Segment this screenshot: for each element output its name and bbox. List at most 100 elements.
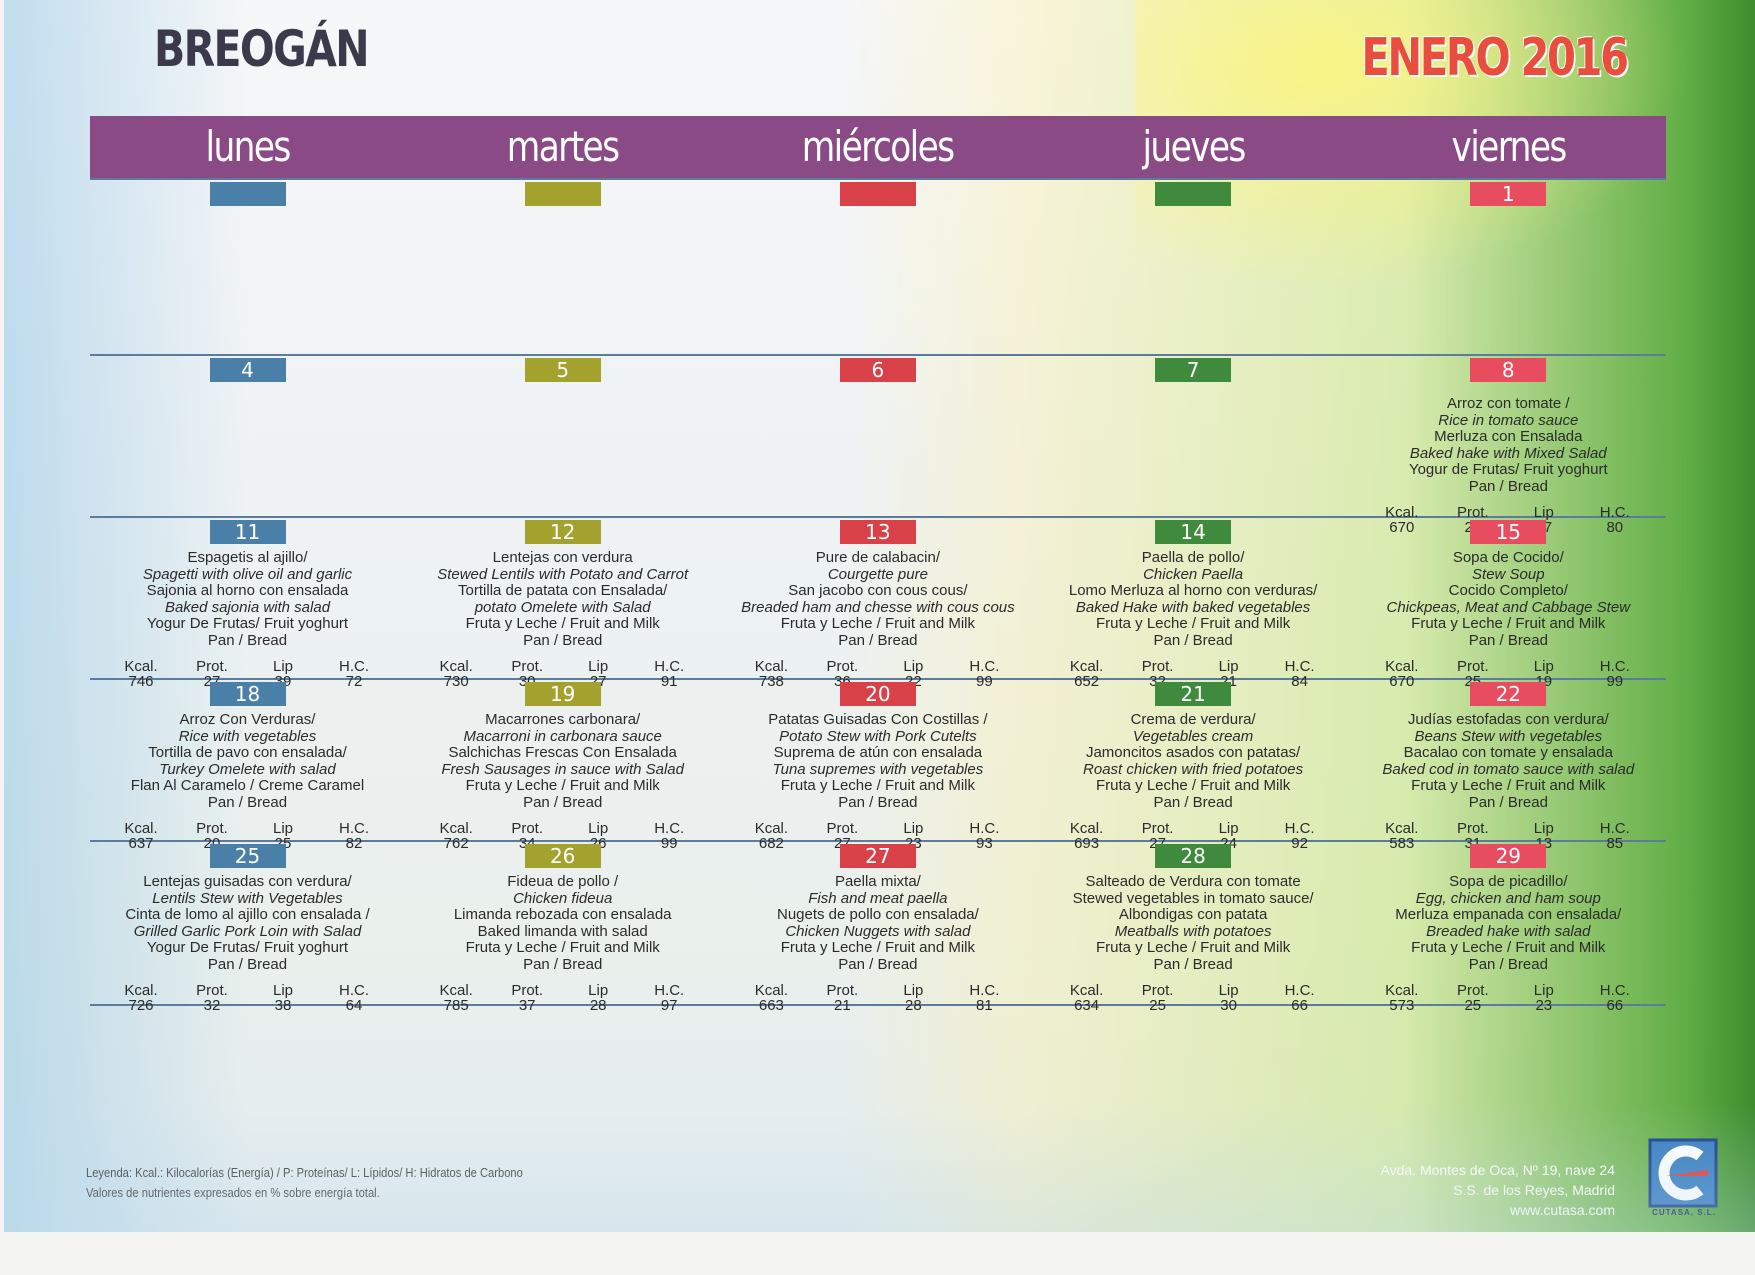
weekday-header: lunes martes miércoles jueves viernes bbox=[90, 116, 1666, 178]
nutrient-kcal: Kcal. 663 bbox=[740, 983, 802, 1013]
nutrient-value: 66 bbox=[1291, 996, 1308, 1014]
menu-line: Patatas Guisadas Con Costillas / bbox=[768, 711, 988, 728]
day-number-tab: 25 bbox=[209, 844, 286, 868]
nutrient-hc: H.C. 99 bbox=[953, 659, 1015, 689]
nutrient-label: Kcal. bbox=[124, 981, 158, 999]
menu-list: Lentejas guisadas con verdura/Lentils St… bbox=[90, 873, 405, 974]
menu-line: Baked sajonia with salad bbox=[164, 598, 331, 616]
nutrient-label: Lip bbox=[272, 819, 294, 837]
nutrient-label: Prot. bbox=[826, 981, 859, 999]
nutrient-hc: H.C. 64 bbox=[323, 983, 385, 1013]
nutrient-label: Kcal. bbox=[1385, 819, 1419, 837]
nutrient-prot: Prot.25 bbox=[1442, 983, 1504, 1013]
menu-line: Paella de pollo/ bbox=[1141, 549, 1245, 566]
nutrient-label: Prot. bbox=[1141, 981, 1174, 999]
nutrient-label: H.C. bbox=[1284, 657, 1315, 675]
day-cell: 27 Paella mixta/Fish and meat paella Nuget… bbox=[720, 844, 1035, 1013]
nutrient-value: 30 bbox=[1220, 996, 1237, 1014]
menu-line: Stew Soup bbox=[1472, 565, 1545, 583]
address-line-1: Avda. Montes de Oca, Nº 19, nave 24 bbox=[1380, 1162, 1615, 1178]
nutrient-prot: Prot.32 bbox=[181, 983, 243, 1013]
nutrient-label: Lip bbox=[1533, 657, 1554, 675]
day-number-tab: 11 bbox=[209, 520, 286, 544]
menu-line: Pan / Bread bbox=[207, 631, 288, 649]
menu-line: Pan / Bread bbox=[207, 955, 288, 973]
nutrient-kcal: Kcal. 652 bbox=[1056, 659, 1118, 689]
nutrient-hc: H.C. 97 bbox=[638, 983, 700, 1013]
cutasa-logo-icon bbox=[1648, 1138, 1718, 1208]
day-number-tab: 7 bbox=[1155, 358, 1232, 382]
menu-line: Yogur de Frutas/ Fruit yoghurt bbox=[1408, 461, 1608, 479]
nutrient-value: 25 bbox=[1149, 996, 1166, 1014]
menu-line: Tortilla de pavo con ensalada/ bbox=[148, 744, 347, 762]
menu-line: Macarrones carbonara/ bbox=[485, 711, 641, 728]
nutrient-label: Kcal. bbox=[439, 657, 473, 675]
nutrient-label: Prot. bbox=[511, 981, 544, 999]
day-cell: 28 Salteado de Verdura con tomate Stewed v… bbox=[1036, 844, 1351, 1013]
menu-line: Pan / Bread bbox=[1153, 793, 1233, 811]
day-cell: 1 bbox=[1351, 182, 1666, 206]
day-number-tab: 5 bbox=[524, 358, 601, 382]
day-number-tab: 19 bbox=[524, 682, 601, 706]
menu-line: Baked hake with Mixed Salad bbox=[1409, 444, 1607, 462]
day-number-tab: 12 bbox=[524, 520, 601, 544]
menu-line: Salteado de Verdura con tomate bbox=[1085, 873, 1301, 890]
nutrient-label: Kcal. bbox=[1069, 981, 1104, 999]
menu-line: Baked limanda with salad bbox=[477, 922, 648, 940]
row-divider bbox=[90, 178, 1666, 180]
menu-list: Espagetis al ajillo/Spagetti with olive … bbox=[90, 549, 405, 650]
nutrient-kcal: Kcal. 637 bbox=[110, 821, 172, 851]
menu-line: San jacobo con cous cous/ bbox=[788, 582, 968, 600]
day-cell: 8 Arroz con tomate / Rice in tomato sauce M… bbox=[1351, 358, 1666, 535]
menu-line: Pan / Bread bbox=[523, 793, 603, 811]
nutrient-label: Lip bbox=[588, 657, 609, 675]
nutrient-label: Prot. bbox=[196, 981, 228, 999]
menu-list: Patatas Guisadas Con Costillas / Potato S… bbox=[720, 711, 1035, 812]
nutrient-label: H.C. bbox=[1599, 819, 1630, 837]
nutrient-kcal: Kcal. 693 bbox=[1056, 821, 1118, 851]
menu-line: Chickpeas, Meat and Cabbage Stew bbox=[1386, 598, 1631, 616]
menu-list: Macarrones carbonara/Macarroni in carbon… bbox=[405, 711, 720, 812]
nutrient-lip: Lip 28 bbox=[882, 983, 944, 1013]
menu-line: Flan Al Caramelo / Creme Caramel bbox=[130, 777, 365, 795]
menu-line: Roast chicken with fried potatoes bbox=[1083, 760, 1304, 778]
menu-line: Stewed Lentils with Potato and Carrot bbox=[437, 565, 689, 583]
nutrient-value: 762 bbox=[443, 834, 469, 852]
nutrient-value: 97 bbox=[660, 996, 678, 1014]
day-number-tab bbox=[839, 182, 916, 206]
day-cell: 29 Sopa de picadillo/Egg, chicken and ham… bbox=[1351, 844, 1666, 1013]
website-link[interactable]: www.cutasa.com bbox=[1509, 1202, 1615, 1218]
nutrient-label: Lip bbox=[903, 981, 924, 999]
menu-line: Fruta y Leche / Fruit and Milk bbox=[1411, 939, 1606, 957]
row-divider bbox=[90, 1004, 1666, 1006]
nutrient-label: Prot. bbox=[511, 819, 544, 837]
menu-line: Tuna supremes with vegetables bbox=[772, 760, 984, 778]
menu-line: Egg, chicken and ham soup bbox=[1415, 889, 1601, 907]
nutrient-prot: Prot. 21 bbox=[811, 983, 873, 1013]
nutrient-label: Kcal. bbox=[1069, 657, 1104, 675]
nutrient-label: Kcal. bbox=[1385, 503, 1419, 521]
menu-line: Paella mixta/ bbox=[834, 873, 921, 890]
day-cell: 18 Arroz Con Verduras/Rice with vegetable… bbox=[90, 682, 405, 851]
menu-line: Spagetti with olive oil and garlic bbox=[142, 565, 353, 583]
nutrient-value: 730 bbox=[443, 672, 469, 690]
weekday-viernes: viernes bbox=[1451, 122, 1567, 171]
nutrient-value: 84 bbox=[1291, 672, 1308, 690]
day-cell: 5 bbox=[405, 358, 720, 382]
nutrient-hc: H.C. 72 bbox=[323, 659, 385, 689]
menu-line: Sopa de Cocido/ bbox=[1452, 549, 1564, 566]
menu-line: Cinta de lomo al ajillo con ensalada / bbox=[125, 906, 370, 924]
nutrient-value: 28 bbox=[905, 996, 922, 1014]
address-line-2: S.S. de los Reyes, Madrid bbox=[1453, 1182, 1615, 1198]
nutrient-hc: H.C. 99 bbox=[638, 821, 700, 851]
nutrient-label: Kcal. bbox=[439, 819, 473, 837]
day-cell: 21 Crema de verdura/Vegetables cream Jamon… bbox=[1036, 682, 1351, 851]
company-address: Avda. Montes de Oca, Nº 19, nave 24 S.S.… bbox=[1381, 1160, 1615, 1220]
menu-list: Lentejas con verdura Stewed Lentils with … bbox=[405, 549, 720, 650]
weekday-lunes: lunes bbox=[205, 122, 292, 171]
nutrient-label: Lip bbox=[1218, 819, 1239, 837]
nutrient-prot: Prot. 37 bbox=[496, 983, 558, 1013]
nutrient-value: 663 bbox=[758, 996, 784, 1014]
